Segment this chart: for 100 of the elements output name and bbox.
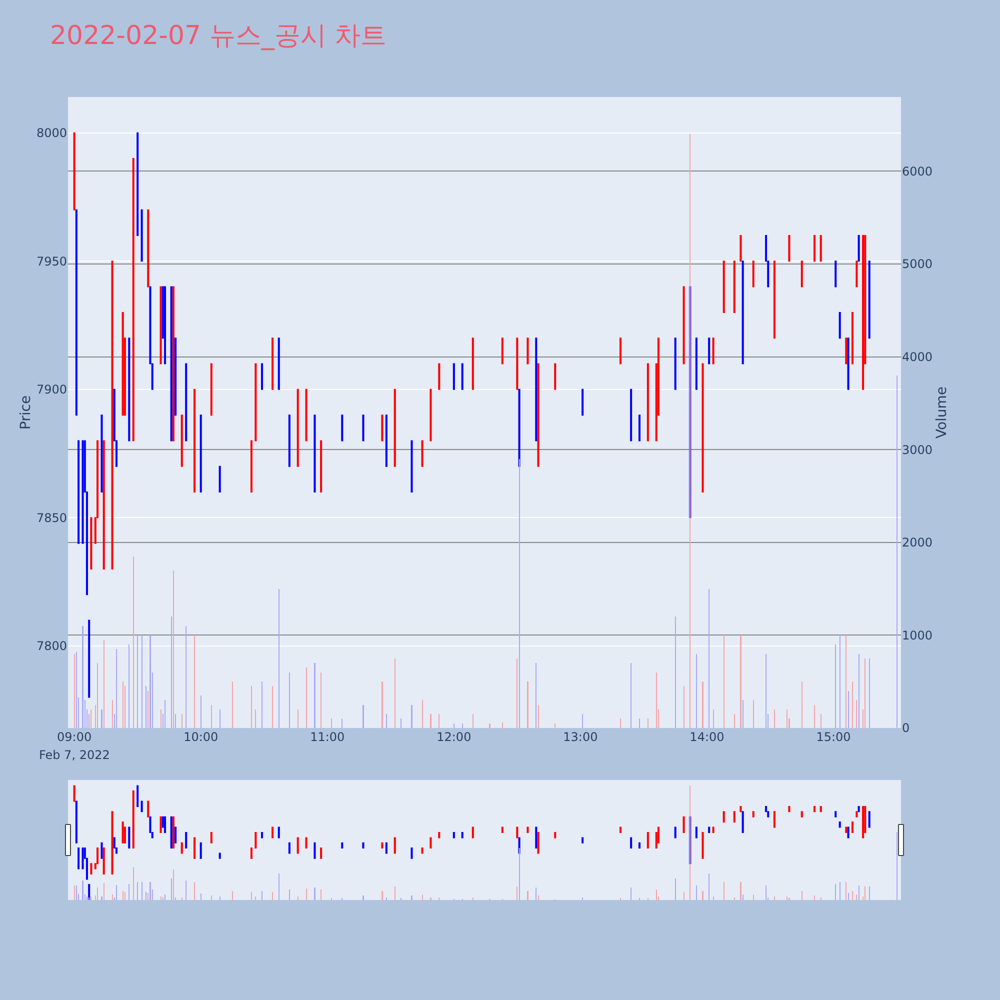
candlestick [73,132,76,210]
candlestick [788,235,790,262]
candlestick [174,826,177,844]
candlestick [296,388,299,467]
candlestick [288,842,290,854]
x-tick-label: 09:00 [57,730,92,744]
candlestick [82,848,84,870]
candlestick [102,848,105,875]
candlestick [78,848,80,870]
candlestick [788,806,790,812]
x-tick-label: 11:00 [310,730,345,744]
candlestick [845,338,848,364]
y2-tick-label: 3000 [902,442,933,457]
candlestick [314,414,316,493]
candlestick [410,848,413,859]
candlestick [73,785,76,802]
candlestick [305,388,308,442]
candlestick [708,338,710,364]
y2-tick-label: 5000 [902,257,933,272]
candlestick [218,852,221,859]
candlestick [535,338,538,442]
candlestick [362,842,364,848]
candlestick [740,806,742,812]
candlestick [261,363,264,390]
candlestick [385,414,388,467]
candlestick [452,363,455,390]
candlestick [554,363,556,390]
y2-axis-title: Volume [934,386,950,439]
candlestick [394,388,396,467]
candlestick [862,235,864,390]
candlestick [851,312,854,364]
x-tick-label: 12:00 [436,730,472,744]
candlestick [305,837,308,848]
candlestick [200,842,202,859]
candlestick [838,822,841,828]
candlestick [535,826,538,848]
candlestick [314,842,316,859]
candlestick [381,414,384,442]
candlestick [740,235,742,262]
candlestick [164,286,166,364]
candlestick [421,848,424,854]
candlestick [820,235,822,262]
candlestick [75,800,78,844]
candlestick [164,816,166,833]
candlestick [834,260,837,288]
y-tick-label: 7850 [36,510,67,525]
y2-tick-label: 2000 [902,536,933,550]
candlestick [851,822,854,833]
candlestick [272,338,274,390]
y2-tick-label: 6000 [902,164,933,178]
candlestick [862,806,864,838]
candlestick [537,363,540,467]
candlestick [140,800,143,812]
candlestick [128,826,130,848]
candlestick [381,842,384,848]
candlestick [218,466,221,493]
candlestick [858,235,860,262]
candlestick [516,826,518,838]
candlestick [752,260,754,288]
text: Feb 7, 2022 [39,748,110,762]
candlestick [708,826,710,833]
candlestick [185,832,188,848]
candlestick [128,338,130,442]
candlestick [702,832,704,859]
candlestick [210,363,212,416]
candlestick [868,260,870,339]
candlestick [438,363,440,390]
candlestick [180,414,183,467]
candlestick [845,826,848,833]
candlestick [82,440,84,544]
candlestick [320,440,322,493]
candlestick [296,837,299,854]
candlestick [646,832,649,848]
candlestick [516,338,518,390]
candlestick [461,363,464,390]
candlestick [620,338,622,364]
candlestick [582,388,584,416]
candlestick [838,312,841,339]
x-tick-label: 14:00 [690,730,724,744]
candlestick [452,832,455,838]
candlestick [638,414,641,442]
candlestick [111,260,114,570]
candlestick [472,826,474,838]
candlestick [100,414,103,493]
candlestick [278,826,280,838]
candlestick [136,785,139,808]
candlestick [682,816,685,833]
candlestick [814,235,816,262]
candlestick [132,790,134,848]
candlestick [630,388,632,442]
candlestick [733,811,736,823]
candlestick [100,842,103,859]
candlestick [847,338,850,390]
y2-tick-label: 0 [902,721,910,736]
candlestick [102,440,105,570]
candlestick [858,806,860,812]
candlestick [185,363,188,442]
candlestick [174,338,177,416]
candlestick [385,842,388,854]
candlestick [122,312,124,416]
